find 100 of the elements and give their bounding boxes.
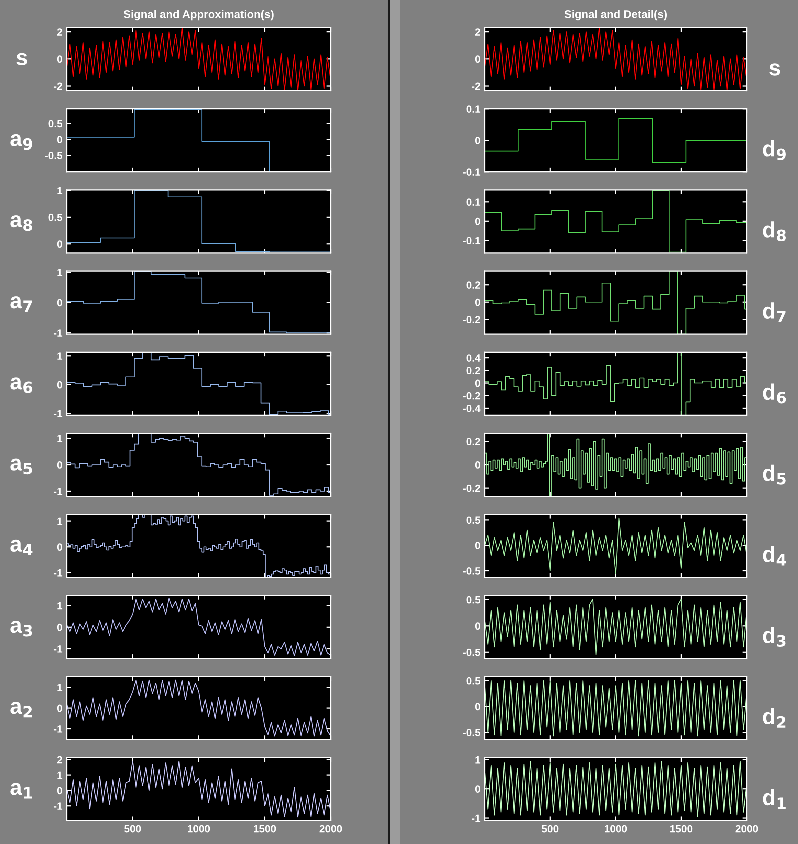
line-series — [67, 598, 331, 656]
y-tick-label: 0 — [475, 786, 480, 793]
y-axis-title: d$_{2}$ — [763, 708, 786, 728]
x-tick-label: 2000 — [320, 825, 342, 833]
y-tick-label: -0.2 — [463, 316, 480, 324]
y-tick-label: 0.2 — [466, 282, 480, 289]
y-tick-label: 1 — [476, 756, 481, 764]
y-axis-title: a$_{5}$ — [10, 458, 32, 475]
y-tick-label: 0 — [475, 137, 480, 144]
y-tick-label: 1 — [58, 435, 63, 442]
y-tick-label: 0 — [57, 240, 62, 248]
y-tick-label: 0 — [475, 462, 480, 469]
line-series — [485, 518, 747, 574]
y-tick-label: -1 — [472, 814, 481, 822]
y-tick-label: 2 — [57, 28, 62, 36]
y-tick-label: 1 — [58, 352, 63, 360]
x-tick-label: 500 — [124, 825, 142, 833]
x-tick-label: 1000 — [605, 825, 628, 833]
y-tick-label: 0 — [475, 380, 480, 388]
y-tick-label: -0.2 — [463, 484, 480, 492]
y-tick-label: 0 — [57, 787, 62, 795]
y-tick-label: -1 — [54, 330, 63, 337]
y-axis-title: d$_{5}$ — [763, 464, 786, 485]
chart-title: Signal and Detail(s) — [564, 10, 668, 21]
y-tick-label: -0.5 — [463, 729, 481, 736]
y-axis-title: d$_{4}$ — [763, 546, 786, 566]
y-tick-label: 0.5 — [48, 120, 63, 128]
y-tick-label: 0.4 — [466, 354, 481, 362]
y-tick-label: 0 — [475, 218, 480, 226]
y-tick-label: 0 — [57, 56, 62, 64]
y-tick-label: -0.1 — [463, 237, 481, 245]
y-tick-label: -0.5 — [463, 648, 481, 656]
y-axis-title: d$_{1}$ — [763, 789, 786, 810]
y-tick-label: 0 — [57, 544, 62, 552]
y-axis-title: a$_{6}$ — [10, 378, 33, 394]
y-tick-label: 1 — [58, 269, 63, 276]
y-axis-title: a$_{2}$ — [10, 702, 32, 718]
y-tick-label: 1 — [58, 772, 63, 780]
y-axis-title: a$_{3}$ — [10, 620, 32, 637]
y-tick-label: 1 — [58, 602, 63, 610]
y-tick-label: -1 — [54, 726, 63, 733]
y-tick-label: -1 — [54, 410, 63, 418]
y-tick-label: 0 — [475, 56, 480, 64]
y-tick-label: 0 — [475, 622, 480, 630]
y-tick-label: 0 — [57, 381, 62, 389]
y-tick-label: 0.1 — [466, 198, 481, 206]
y-tick-label: -1 — [54, 646, 63, 653]
x-tick-label: 1500 — [254, 825, 276, 833]
y-axis-title: a$_{8}$ — [10, 215, 32, 232]
line-series — [67, 680, 331, 737]
x-tick-label: 500 — [542, 825, 559, 833]
line-series — [485, 28, 747, 91]
y-tick-label: 0 — [57, 299, 62, 307]
y-axis-title: d$_{8}$ — [763, 222, 786, 242]
y-tick-label: 0.5 — [466, 677, 481, 685]
y-axis-title: d$_{6}$ — [763, 384, 786, 404]
y-tick-label: 2 — [57, 756, 62, 764]
y-tick-label: 0.5 — [48, 214, 63, 222]
y-tick-label: 0 — [475, 298, 480, 306]
x-tick-label: 1000 — [188, 825, 210, 833]
y-tick-label: -2 — [472, 82, 480, 90]
y-tick-label: 2 — [475, 28, 480, 36]
y-tick-label: 0 — [475, 542, 480, 550]
y-axis-title: a$_{1}$ — [10, 783, 32, 799]
y-tick-label: -1 — [54, 488, 63, 496]
y-tick-label: 1 — [58, 684, 63, 692]
y-axis-title: s — [16, 53, 28, 66]
y-tick-label: 1 — [58, 518, 63, 526]
y-axis-title: a$_{9}$ — [10, 134, 32, 150]
y-tick-label: 0 — [57, 704, 62, 712]
y-tick-label: 0 — [57, 462, 62, 469]
y-axis-title: s — [770, 64, 780, 76]
y-tick-label: -2 — [54, 82, 62, 90]
line-series — [67, 761, 331, 818]
y-tick-label: -0.4 — [463, 404, 481, 412]
y-tick-label: 1 — [58, 187, 63, 195]
y-tick-label: 0.2 — [466, 438, 480, 446]
y-tick-label: 0 — [57, 136, 62, 144]
y-tick-label: 0.1 — [466, 106, 481, 113]
y-tick-label: -0.5 — [463, 567, 481, 575]
y-axis-title: a$_{4}$ — [10, 540, 33, 556]
y-tick-label: 0 — [475, 703, 480, 711]
y-tick-label: -1 — [54, 570, 63, 577]
y-tick-label: -0.1 — [463, 168, 481, 176]
x-tick-label: 1500 — [670, 825, 693, 833]
y-axis-title: a$_{7}$ — [10, 296, 32, 312]
y-tick-label: 0 — [57, 624, 62, 632]
line-series — [67, 28, 331, 91]
y-axis-title: d$_{3}$ — [763, 627, 786, 648]
y-tick-label: -0.5 — [45, 152, 63, 160]
y-tick-label: -1 — [54, 802, 63, 810]
x-tick-label: 2000 — [736, 825, 758, 833]
y-axis-title: d$_{9}$ — [763, 140, 786, 160]
line-series — [485, 760, 747, 818]
line-series — [485, 680, 747, 737]
line-series — [485, 598, 747, 656]
y-tick-label: 0.2 — [466, 367, 480, 375]
chart-title: Signal and Approximation(s) — [124, 10, 274, 21]
y-tick-label: 0.5 — [466, 596, 481, 604]
y-axis-title: d$_{7}$ — [763, 302, 786, 322]
